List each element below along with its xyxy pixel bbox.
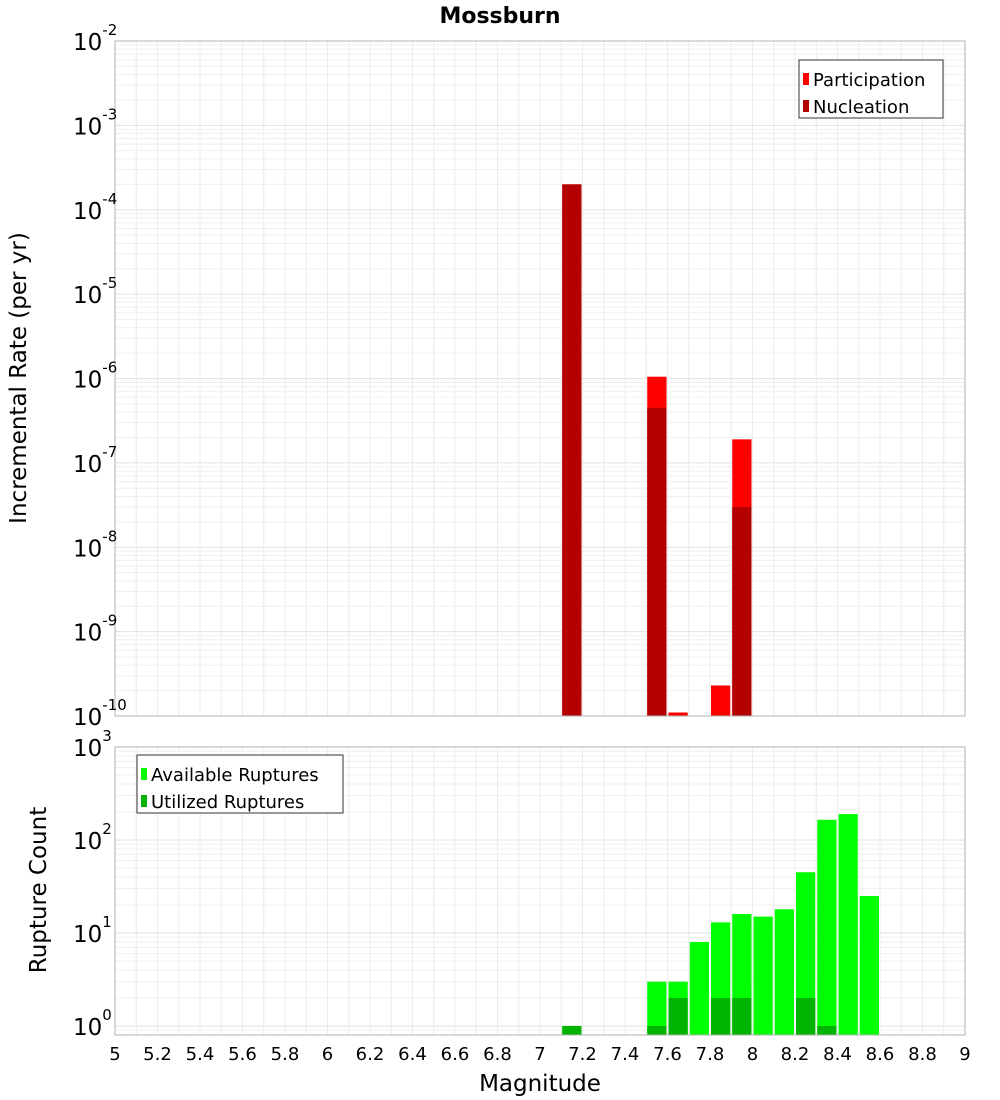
rate-y-tick-label: 10-8 (73, 527, 117, 562)
rate-y-tick-label: 10-7 (73, 443, 117, 478)
x-tick-labels: 5 5.2 5.4 5.6 5.8 6 6.2 6.4 6.6 6.8 7 7.2 7.4 7.6 7.8 8… (109, 1044, 970, 1065)
count-bar-secondary (668, 997, 688, 1035)
x-tick-label: 5 (109, 1044, 120, 1065)
rate-panel: 10-10 10-9 10-8 10-7 10-6 10-5 10-4 10-3 10-2 Par… (73, 21, 966, 731)
x-tick-label: 6.4 (398, 1044, 427, 1065)
rate-bar-secondary (562, 184, 582, 716)
x-tick-label: 6.6 (441, 1044, 470, 1065)
rate-bar-secondary (647, 407, 667, 716)
x-axis-label: Magnitude (479, 1071, 601, 1097)
count-bars (562, 814, 879, 1035)
rate-y-tick-label: 10-9 (73, 612, 117, 647)
rate-legend-box (798, 59, 944, 119)
top-y-axis-label: Incremental Rate (per yr) (6, 232, 32, 524)
count-bar-secondary (647, 1025, 667, 1035)
count-bar-secondary (817, 1025, 837, 1035)
rate-y-tick-label: 10-2 (73, 21, 117, 56)
rate-legend: Participation Nucleation (798, 59, 944, 119)
count-plot-frame (114, 746, 966, 1036)
count-y-tick-label: 101 (73, 913, 112, 948)
x-tick-label: 5.6 (228, 1044, 257, 1065)
chart-title: Mossburn (439, 4, 560, 29)
rate-legend-swatch (803, 73, 809, 85)
count-bar-primary (753, 916, 773, 1035)
rate-plot-frame (114, 40, 966, 717)
x-tick-label: 7.8 (696, 1044, 725, 1065)
count-bar-secondary (562, 1025, 582, 1035)
count-bar-primary (817, 819, 837, 1035)
rate-y-tick-label: 10-6 (73, 359, 117, 394)
count-legend-entry: Available Ruptures (151, 765, 319, 786)
count-bar-secondary (796, 997, 816, 1035)
rate-legend-swatch (803, 100, 809, 112)
count-bar-secondary (732, 997, 752, 1035)
count-bar-primary (796, 872, 816, 1035)
count-bar-primary (774, 909, 794, 1035)
rate-bars (562, 184, 752, 716)
rate-bar-primary (668, 712, 688, 716)
count-legend-entry: Utilized Ruptures (151, 792, 304, 813)
count-bar-primary (838, 814, 858, 1035)
x-tick-label: 5.4 (186, 1044, 215, 1065)
count-panel: 100 101 102 103 5 5.2 5.4 5.6 5.8 6 6.2 6.4 6.6 6.8 7 7… (73, 727, 971, 1065)
count-legend: Available Ruptures Utilized Ruptures (136, 754, 344, 814)
rate-y-tick-label: 10-3 (73, 105, 117, 140)
rate-bar-secondary (732, 506, 752, 716)
count-legend-swatch (141, 768, 147, 780)
x-tick-label: 7.6 (653, 1044, 682, 1065)
count-legend-box (136, 754, 344, 814)
rate-y-tick-label: 10-5 (73, 274, 117, 309)
count-y-tick-label: 100 (73, 1006, 112, 1041)
x-tick-label: 8 (747, 1044, 758, 1065)
rate-bar-primary (711, 685, 731, 716)
x-tick-label: 7.2 (568, 1044, 597, 1065)
count-legend-swatch (141, 795, 147, 807)
x-tick-label: 6.2 (356, 1044, 385, 1065)
x-tick-label: 7.4 (611, 1044, 640, 1065)
count-y-tick-label: 102 (73, 820, 112, 855)
rate-legend-entry: Participation (813, 70, 925, 91)
rate-y-tick-label: 10-4 (73, 190, 117, 225)
count-bar-primary (647, 981, 667, 1035)
rate-y-tick-label: 10-10 (73, 696, 127, 731)
rate-legend-entry: Nucleation (813, 97, 909, 118)
x-tick-label: 5.8 (271, 1044, 300, 1065)
x-tick-label: 7 (534, 1044, 545, 1065)
count-bar-primary (859, 895, 879, 1035)
x-tick-label: 8.2 (781, 1044, 810, 1065)
x-tick-label: 6.8 (483, 1044, 512, 1065)
x-tick-label: 6 (322, 1044, 333, 1065)
x-tick-label: 8.8 (908, 1044, 937, 1065)
x-tick-label: 8.6 (866, 1044, 895, 1065)
bottom-y-axis-label: Rupture Count (26, 807, 52, 973)
x-tick-label: 5.2 (143, 1044, 172, 1065)
x-tick-label: 8.4 (823, 1044, 852, 1065)
count-y-tick-label: 103 (73, 727, 112, 762)
rate-grid (115, 41, 965, 716)
count-bar-secondary (711, 997, 731, 1035)
count-bar-primary (689, 942, 709, 1035)
x-tick-label: 9 (959, 1044, 970, 1065)
